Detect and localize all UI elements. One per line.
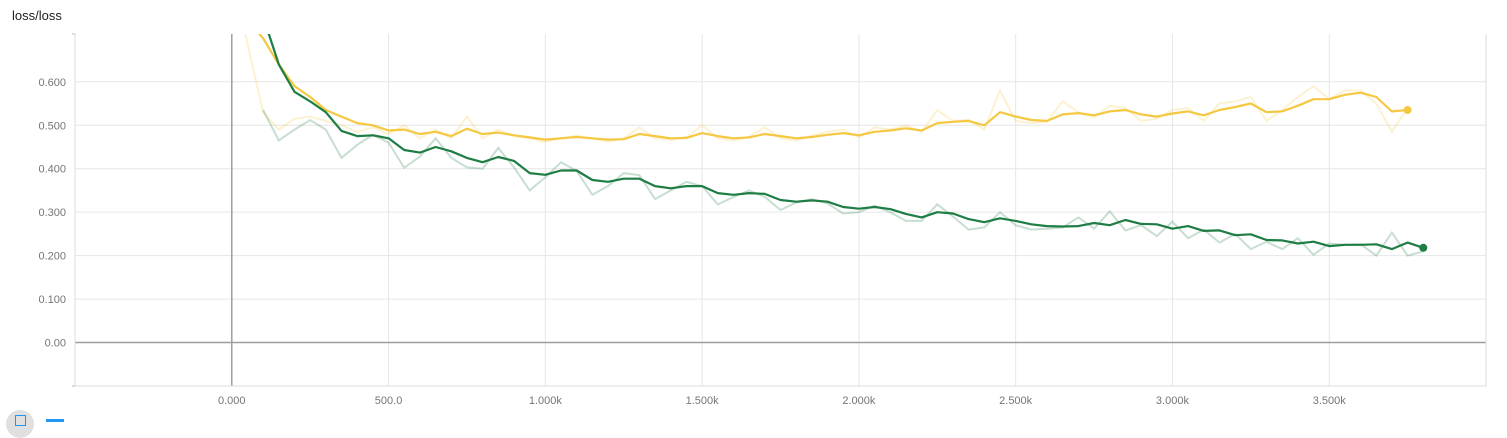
x-tick-label: 2.000k [842,395,876,407]
chart-series [244,34,1428,258]
series-0-smoothed-line [257,34,1408,141]
series-0-end-point [1403,106,1412,115]
series-1-raw-line [262,109,1424,258]
x-tick-label: 1.000k [529,395,563,407]
data-download-icon[interactable] [46,419,64,422]
fullscreen-icon[interactable] [6,410,34,438]
y-tick-label: 0.300 [38,207,66,219]
series-1-smoothed-line [267,34,1424,251]
y-tick-label: 0.500 [38,120,66,132]
x-tick-label: 0.000 [218,395,246,407]
chart-grid [75,34,1486,386]
chart-title: loss/loss [12,8,62,23]
y-tick-label: 0.600 [38,77,66,89]
x-tick-label: 2.500k [999,395,1033,407]
x-tick-label: 3.000k [1156,395,1190,407]
y-tick-label: 0.400 [38,164,66,176]
x-tick-label: 1.500k [686,395,720,407]
y-tick-label: 0.00 [45,338,66,350]
chart-tick-labels: 0.000 500.0 1.000k 1.500k 2.000k 2.500k 3.000k… [38,77,1346,407]
chart-axes [72,33,1487,387]
x-tick-label: 3.500k [1313,395,1347,407]
loss-chart[interactable]: 0.000 500.0 1.000k 1.500k 2.000k 2.500k 3.000k… [0,0,1507,424]
y-tick-label: 0.200 [38,251,66,263]
x-tick-label: 500.0 [375,395,403,407]
fullscreen-glyph [15,415,26,426]
y-tick-label: 0.100 [38,294,66,306]
series-1-end-point [1419,243,1428,252]
